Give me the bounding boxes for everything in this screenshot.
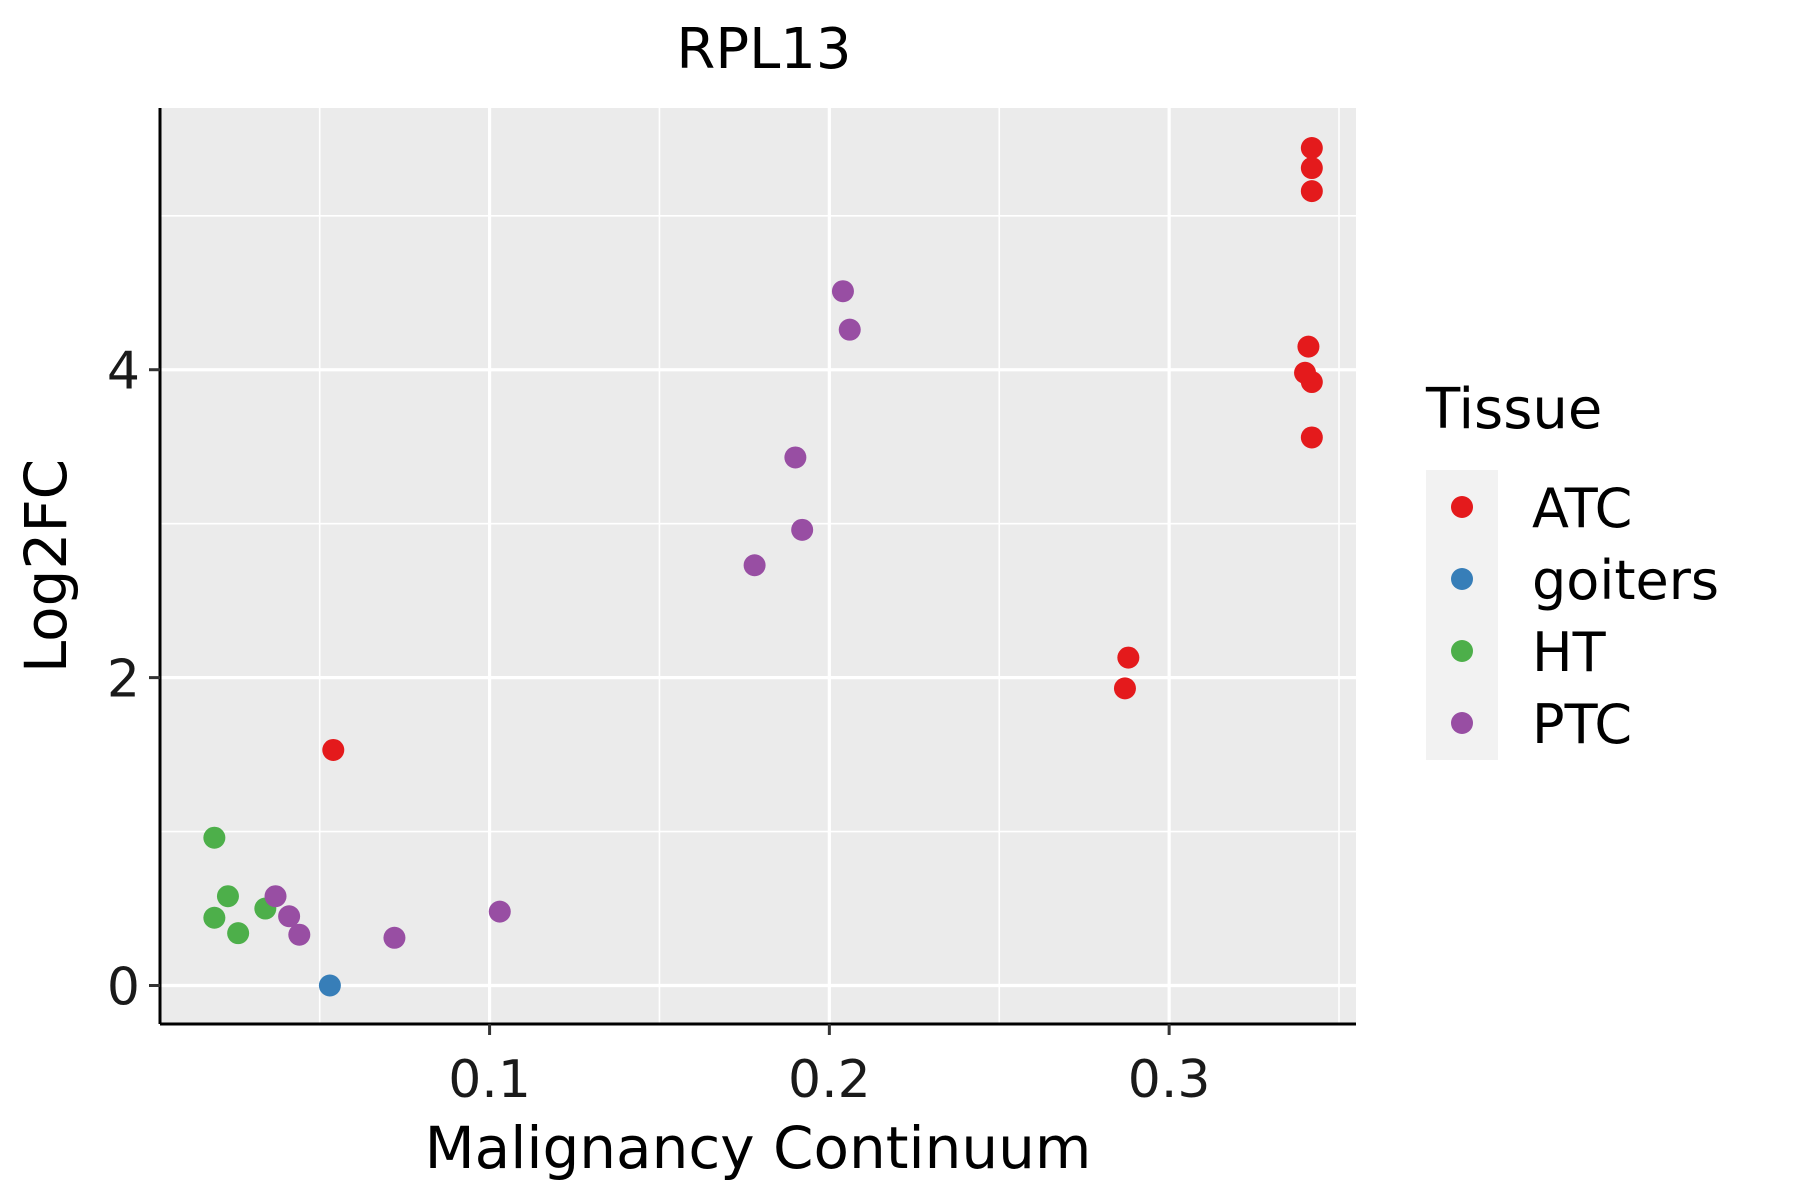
point-ptc: [383, 926, 406, 949]
point-atc: [1300, 157, 1323, 180]
point-ptc: [264, 885, 287, 908]
x-tick-label: 0.3: [1128, 1050, 1211, 1110]
y-axis-ticks: 0 2 4: [107, 342, 160, 1018]
x-tick-label: 0.1: [448, 1050, 531, 1110]
point-ht: [227, 922, 250, 945]
point-atc: [1117, 646, 1140, 669]
point-atc: [1300, 426, 1323, 449]
point-atc: [1300, 180, 1323, 203]
point-atc: [1113, 677, 1136, 700]
legend-key-goiters: [1451, 568, 1473, 590]
grid-lines: [160, 108, 1356, 1024]
point-ptc: [278, 905, 301, 928]
legend-label-ht: HT: [1532, 621, 1607, 684]
legend-label-atc: ATC: [1532, 477, 1632, 540]
x-tick-label: 0.2: [788, 1050, 871, 1110]
point-ptc: [288, 923, 311, 946]
legend-label-goiters: goiters: [1532, 549, 1719, 612]
y-tick-label: 0: [107, 958, 140, 1018]
point-atc: [1297, 335, 1320, 358]
point-goiters: [318, 974, 341, 997]
point-ptc: [784, 446, 807, 469]
legend: Tissue ATC goiters HT PTC: [1425, 377, 1719, 760]
legend-key-atc: [1451, 496, 1473, 518]
data-points: [203, 137, 1323, 997]
point-atc: [1294, 361, 1317, 384]
point-ptc: [838, 318, 861, 341]
point-atc: [322, 738, 345, 761]
y-tick-label: 2: [107, 650, 140, 710]
legend-label-ptc: PTC: [1532, 693, 1632, 756]
legend-key-ht: [1451, 640, 1473, 662]
y-axis-title: Log2FC: [12, 459, 80, 673]
point-ptc: [791, 518, 814, 541]
point-ptc: [488, 900, 511, 923]
point-ht: [203, 826, 226, 849]
point-atc: [1300, 137, 1323, 160]
x-axis-ticks: 0.1 0.2 0.3: [448, 1024, 1210, 1110]
chart-title: RPL13: [676, 17, 851, 82]
legend-title: Tissue: [1425, 377, 1602, 442]
x-axis-title: Malignancy Continuum: [425, 1114, 1092, 1182]
legend-key-background: [1426, 470, 1498, 760]
legend-key-ptc: [1451, 712, 1473, 734]
point-ptc: [743, 554, 766, 577]
point-ptc: [831, 280, 854, 303]
point-ht: [216, 885, 239, 908]
point-ht: [203, 906, 226, 929]
y-tick-label: 4: [107, 342, 140, 402]
